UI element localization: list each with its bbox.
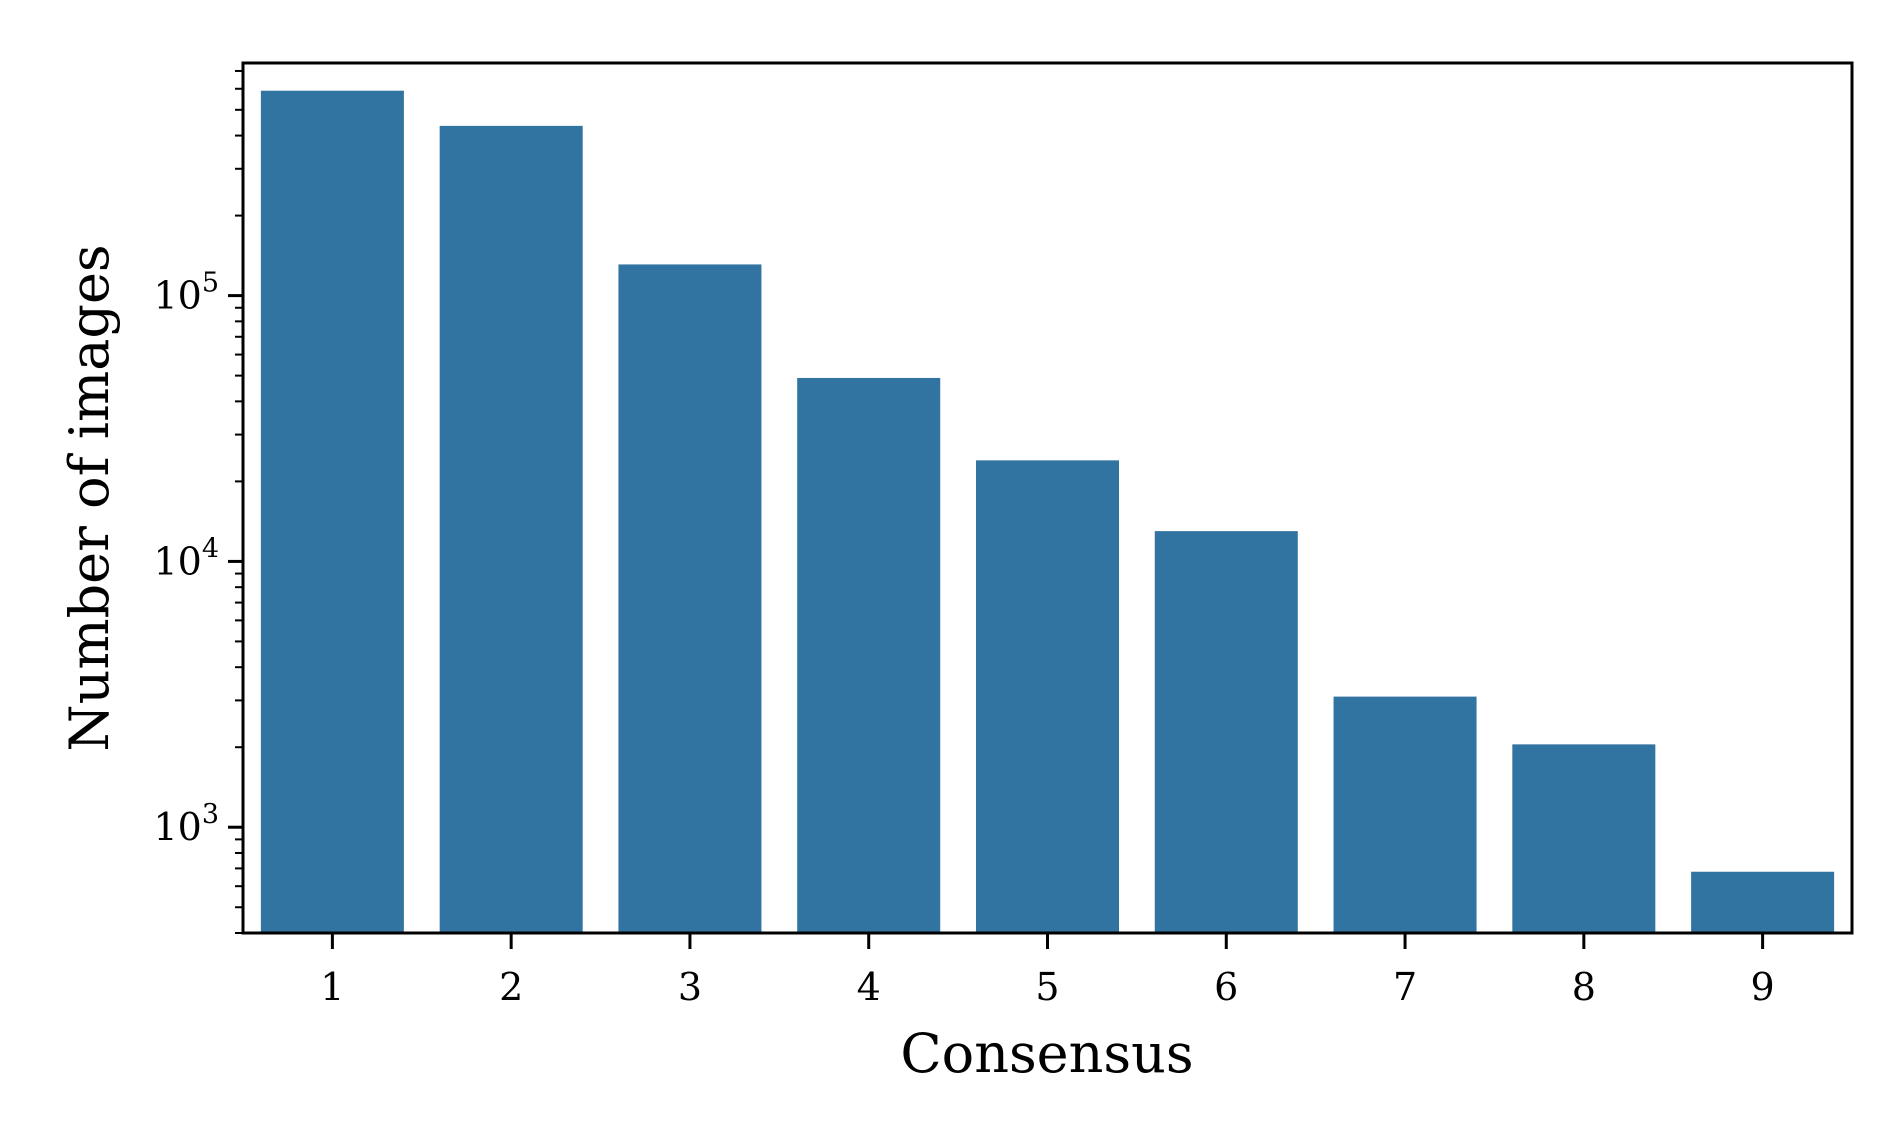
bar-3 [618,264,762,933]
bar-5 [975,460,1120,933]
x-tick-label: 9 [1751,965,1775,1009]
bars-layer [260,90,1835,933]
bar-7 [1333,696,1477,933]
bar-6 [1154,531,1298,933]
y-tick-label: 103 [153,799,219,849]
y-axis-title: Number of images [58,244,121,751]
plot-frame [241,61,1854,935]
y-axis-ticks: 103 104 105 [153,69,243,934]
x-tick-label: 6 [1214,965,1238,1009]
x-tick-label: 3 [678,965,702,1009]
x-tick-label: 8 [1572,965,1596,1009]
x-axis-ticks: 1 2 3 4 5 6 7 8 9 [320,933,1775,1009]
y-tick-label: 105 [153,268,219,318]
bar-4 [797,377,941,933]
x-tick-label: 7 [1393,965,1417,1009]
x-tick-label: 1 [320,965,344,1009]
bar-1 [260,90,404,933]
bar-8 [1512,744,1656,933]
x-tick-label: 5 [1035,965,1059,1009]
bar-9 [1691,871,1835,933]
x-tick-label: 2 [499,965,523,1009]
x-axis-title: Consensus [900,1022,1193,1085]
bar-2 [439,125,583,933]
y-tick-label: 104 [153,533,219,583]
x-tick-label: 4 [857,965,881,1009]
